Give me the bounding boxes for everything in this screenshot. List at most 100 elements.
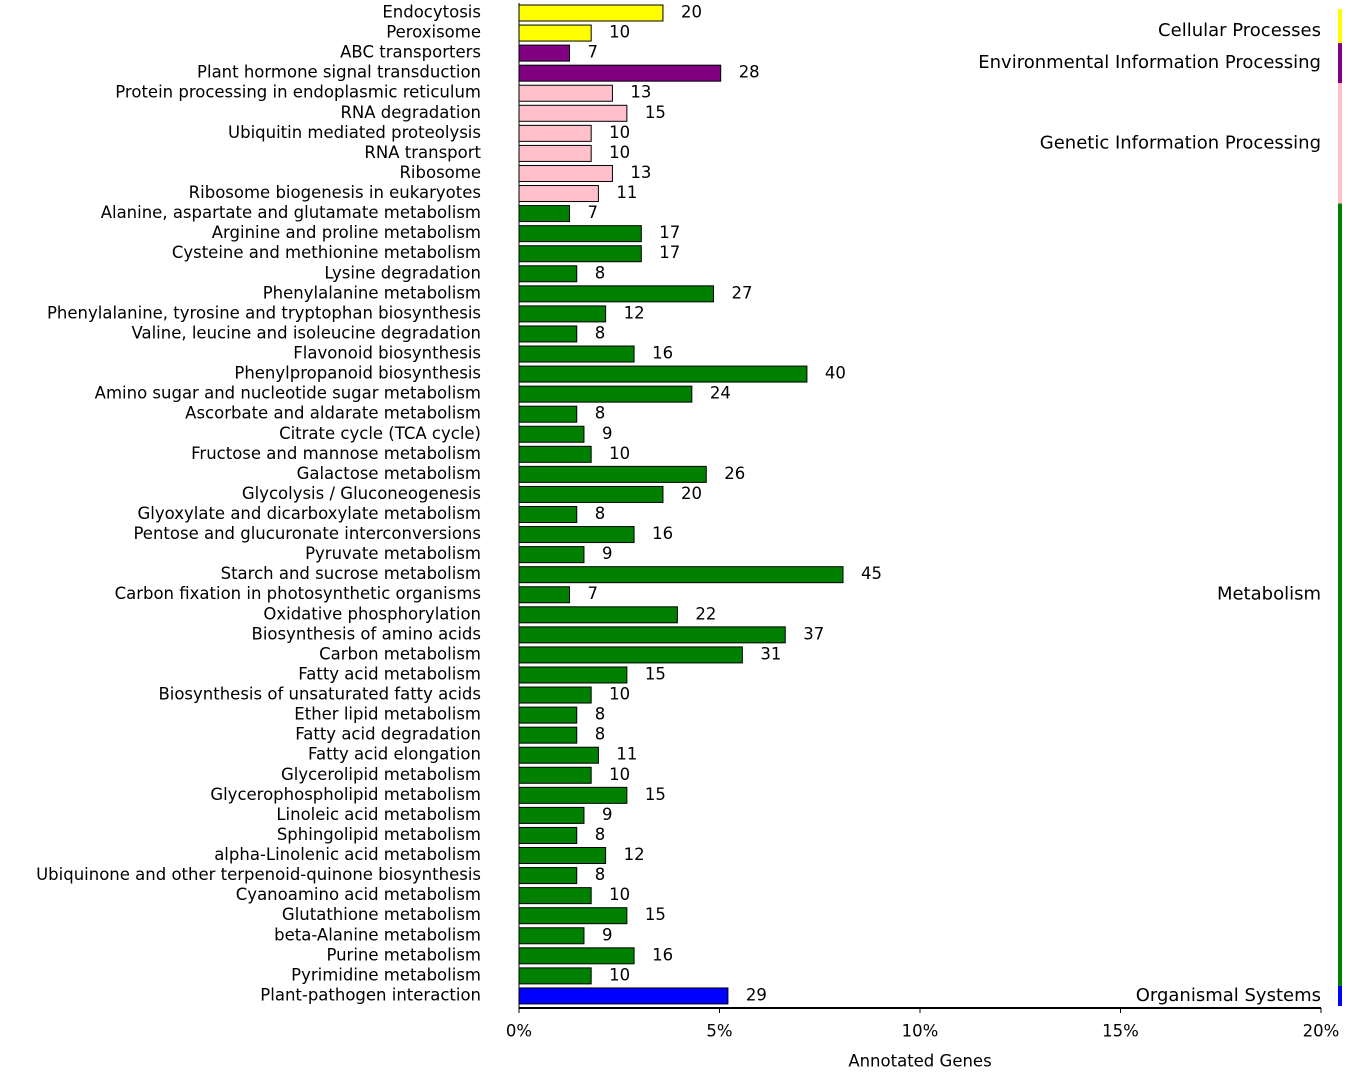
count-label: 7 [588,203,599,222]
category-label: Starch and sucrose metabolism [221,564,481,583]
group-bar [1338,43,1342,84]
count-label: 29 [746,985,767,1004]
bar [518,786,628,804]
category-label: Cyanoamino acid metabolism [236,885,481,904]
category-label: Biosynthesis of amino acids [252,624,481,643]
count-label: 10 [609,143,630,162]
bar [518,104,628,122]
bar [518,806,585,824]
category-label: Glycerolipid metabolism [281,765,481,784]
category-label: Flavonoid biosynthesis [293,344,481,363]
bar [518,285,714,303]
group-label: Organismal Systems [1136,985,1321,1006]
category-label: ABC transporters [340,43,481,62]
bar [518,245,642,263]
category-label: Phenylalanine, tyrosine and tryptophan b… [47,303,481,322]
bar [518,646,743,664]
bar [518,626,786,644]
bar [518,405,578,423]
category-label: Plant-pathogen interaction [260,985,481,1004]
category-label: Alanine, aspartate and glutamate metabol… [101,203,481,222]
category-label: Peroxisome [386,23,481,42]
count-label: 9 [602,424,613,443]
bar [518,766,592,784]
count-label: 31 [760,644,781,663]
group-bar [1338,8,1342,44]
count-label: 15 [645,103,666,122]
count-label: 37 [803,624,824,643]
category-label: Ubiquitin mediated proteolysis [228,123,481,142]
bar [518,867,578,885]
count-label: 9 [602,925,613,944]
bar [518,506,578,523]
x-tick-label: 0% [506,1022,532,1041]
bar [518,586,571,604]
x-axis-label: Annotated Genes [848,1052,991,1071]
category-label: Protein processing in endoplasmic reticu… [115,83,481,102]
bar [518,445,592,463]
bar [518,64,722,82]
bar [518,686,592,704]
category-label: Carbon fixation in photosynthetic organi… [115,584,481,603]
bar [518,485,664,503]
bar [518,465,707,483]
count-label: 24 [710,384,731,403]
category-label: Phenylalanine metabolism [263,283,481,302]
category-label: Biosynthesis of unsaturated fatty acids [158,685,481,704]
count-label: 20 [681,484,702,503]
bar [518,887,592,905]
category-label: alpha-Linolenic acid metabolism [214,845,481,864]
category-label: Fructose and mannose metabolism [191,444,481,463]
bar [518,265,578,283]
category-label: Amino sugar and nucleotide sugar metabol… [95,384,481,403]
bar [518,706,578,724]
count-label: 11 [616,745,637,764]
category-label: Galactose metabolism [297,464,481,483]
bar [518,164,613,182]
bar [518,726,578,744]
category-label: RNA degradation [340,103,481,122]
category-label: Glutathione metabolism [282,905,481,924]
category-label: Sphingolipid metabolism [277,825,481,844]
count-label: 10 [609,685,630,704]
x-tick-label: 5% [706,1022,732,1041]
count-label: 8 [595,865,606,884]
count-label: 12 [624,303,645,322]
count-label: 8 [595,323,606,342]
bar [518,84,613,102]
count-label: 8 [595,725,606,744]
category-label: Ubiquinone and other terpenoid-quinone b… [36,865,481,884]
count-label: 28 [739,63,760,82]
bar [518,907,628,925]
bar [518,826,578,844]
count-label: 45 [861,564,882,583]
bar [518,44,571,62]
count-label: 10 [609,965,630,984]
x-tick-label: 10% [902,1022,939,1041]
bar [518,144,592,162]
count-label: 15 [645,785,666,804]
bar [518,4,664,22]
count-label: 27 [731,283,752,302]
group-bar [1338,985,1342,1006]
bar [518,967,592,985]
category-label: Plant hormone signal transduction [197,63,481,82]
category-label: Phenylpropanoid biosynthesis [234,364,481,383]
bar [518,185,599,203]
group-bar [1338,203,1342,986]
bar [518,205,571,223]
bar [518,947,635,965]
count-label: 7 [588,584,599,603]
count-label: 40 [825,364,846,383]
count-label: 13 [630,83,651,102]
count-label: 16 [652,945,673,964]
category-label: Ether lipid metabolism [294,705,481,724]
category-label: Linoleic acid metabolism [276,805,481,824]
category-label: Glycolysis / Gluconeogenesis [242,484,481,503]
count-label: 9 [602,805,613,824]
count-label: 12 [624,845,645,864]
count-label: 15 [645,664,666,683]
category-label: Ascorbate and aldarate metabolism [185,404,481,423]
bar [518,305,607,323]
